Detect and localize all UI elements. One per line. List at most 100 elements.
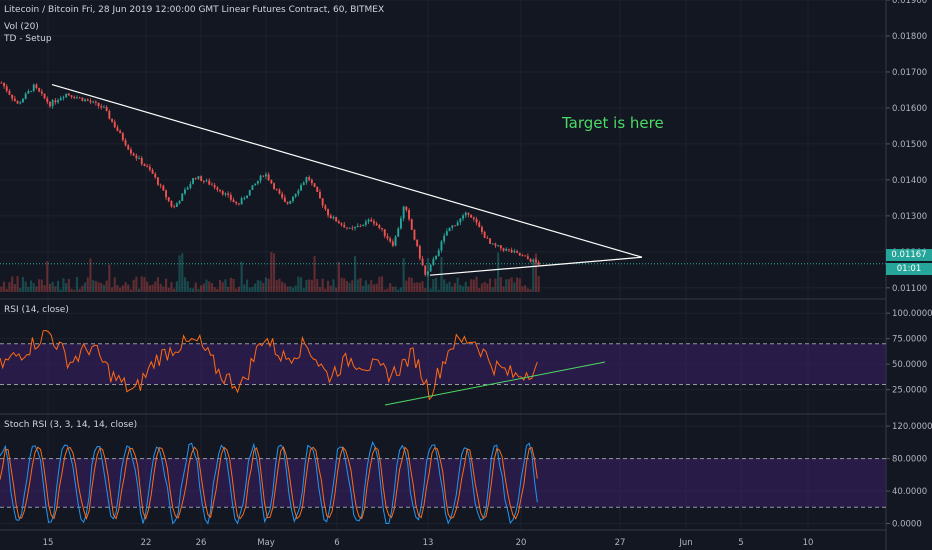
candle-body (302, 182, 305, 186)
candle-body (510, 249, 513, 253)
candle-body (294, 193, 297, 197)
candle-body (346, 227, 348, 229)
volume-bar (526, 288, 529, 292)
volume-bar (135, 276, 138, 292)
candle-body (30, 90, 32, 92)
volume-bar (59, 289, 62, 292)
volume-bar (8, 282, 11, 292)
candle-body (254, 183, 257, 186)
chart-title: Litecoin / Bitcoin Fri, 28 Jun 2019 12:0… (4, 5, 385, 15)
volume-bar (461, 286, 465, 292)
volume-bar (0, 286, 3, 292)
volume-bar (148, 285, 151, 292)
volume-bar (340, 277, 343, 292)
x-tick-label: 20 (516, 538, 527, 548)
candle-body (43, 93, 46, 99)
candle-body (151, 169, 154, 174)
volume-bar (386, 288, 389, 292)
candle-body (197, 176, 200, 179)
candle-body (100, 106, 103, 108)
volume-bar (200, 285, 203, 292)
candle-body (305, 177, 308, 183)
volume-bar (259, 280, 262, 292)
candle-body (167, 197, 170, 201)
candle-body (256, 180, 259, 184)
candle-body (265, 174, 267, 177)
volume-bar (164, 278, 168, 292)
volume-bar (256, 280, 259, 292)
candle-body (348, 227, 351, 229)
candle-body (462, 215, 464, 219)
volume-bar (24, 281, 27, 292)
volume-bar (326, 280, 330, 292)
volume-bar (486, 283, 489, 292)
candle-body (524, 255, 527, 257)
candle-body (329, 215, 332, 219)
candle-body (418, 245, 421, 259)
volume-bar (313, 256, 316, 292)
candle-body (127, 145, 130, 150)
candle-body (383, 229, 386, 236)
volume-bar (205, 279, 208, 292)
volume-bar (375, 283, 378, 292)
candle-body (0, 82, 3, 84)
drawing-tools[interactable] (51, 83, 643, 406)
volume-bar (434, 277, 438, 292)
candle-body (138, 157, 140, 159)
candle-body (86, 99, 89, 101)
volume-bar (159, 283, 162, 292)
candle-body (105, 107, 108, 111)
candle-body (181, 193, 184, 201)
candle-body (362, 224, 365, 226)
volume-bar (143, 277, 146, 292)
candle-body (240, 198, 243, 205)
candle-body (394, 236, 397, 246)
volume-bar (521, 286, 524, 292)
candle-body (424, 265, 427, 275)
candle-body (3, 82, 5, 87)
volume-bar (13, 284, 16, 292)
candle-body (319, 191, 321, 199)
volume-bar (513, 282, 516, 292)
volume-bar (348, 282, 351, 292)
candle-body (211, 184, 213, 186)
volume-bar (380, 276, 384, 292)
candle-body (448, 227, 451, 232)
volume-bar (81, 285, 84, 292)
volume-bar (291, 287, 295, 292)
volume-bar (48, 283, 52, 292)
x-tick-label: 10 (803, 538, 814, 548)
volume-bar (424, 288, 427, 292)
y-tick-label: 0.01600 (892, 104, 927, 114)
volume-bar (2, 281, 6, 292)
volume-bar (216, 289, 219, 292)
candle-body (216, 187, 219, 190)
volume-bar (29, 280, 33, 292)
candle-body (235, 202, 238, 204)
candle-body (92, 101, 95, 103)
volume-bar (221, 282, 224, 292)
candle-body (518, 252, 521, 256)
y-tick-label: 0.0000 (892, 520, 922, 530)
candle-body (475, 219, 478, 223)
volume-bar (359, 277, 362, 292)
volume-bar (505, 279, 508, 292)
candle-body (321, 198, 324, 206)
volume-bar (534, 253, 538, 292)
volume-bar (5, 288, 8, 292)
candle-body (205, 180, 208, 182)
volume-bar (21, 277, 25, 292)
volume-bar (502, 286, 505, 292)
volume-bar (299, 277, 303, 292)
candle-body (364, 221, 367, 225)
candle-body (38, 88, 41, 92)
candle-body (219, 189, 221, 192)
lower-trendline (429, 256, 643, 276)
volume-bar (140, 276, 143, 292)
volume-bar (389, 283, 392, 292)
candle-body (49, 102, 51, 107)
rsi-line (0, 329, 538, 401)
candle-body (246, 195, 248, 199)
volume-bar (262, 282, 265, 292)
